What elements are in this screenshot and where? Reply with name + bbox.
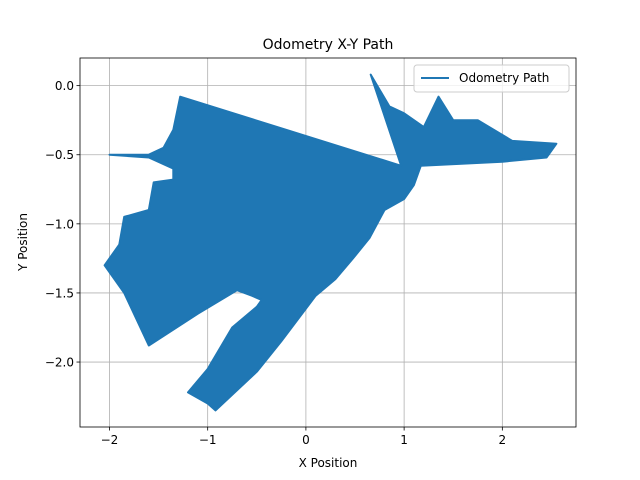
x-axis-ticks: −2 −1 0 1 2 [101,427,507,447]
x-axis-label: X Position [299,456,358,470]
y-axis-label: Y Position [16,213,30,272]
x-tick-label: 2 [499,433,507,447]
x-tick-label: 1 [400,433,408,447]
x-tick-label: −2 [101,433,119,447]
y-tick-label: −1.5 [45,286,74,300]
legend-label: Odometry Path [459,71,549,85]
legend-box [413,64,570,93]
x-tick-label: 0 [302,433,310,447]
y-tick-label: −2.0 [45,356,74,370]
chart-title: Odometry X-Y Path [263,37,394,53]
y-tick-label: −0.5 [45,148,74,162]
x-tick-label: −1 [199,433,217,447]
plot-area [103,73,558,412]
legend: Odometry Path [413,64,570,93]
axes-frame [79,57,577,428]
y-tick-label: 0.0 [55,79,74,93]
y-axis-ticks: 0.0 −0.5 −1.0 −1.5 −2.0 [45,79,80,370]
y-tick-label: −1.0 [45,217,74,231]
odometry-path-series [103,73,558,412]
